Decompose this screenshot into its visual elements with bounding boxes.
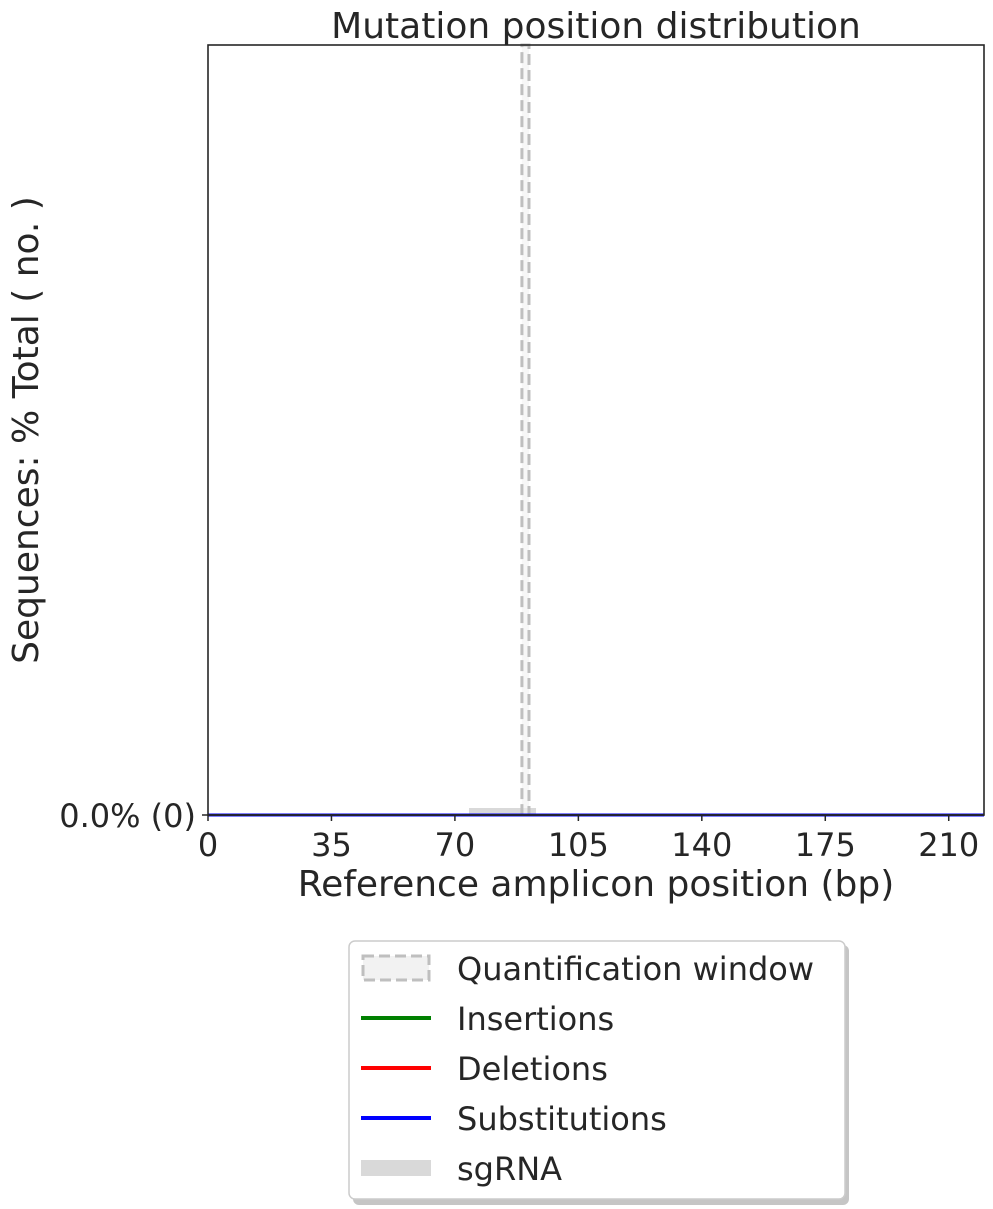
legend-swatch-window bbox=[361, 954, 431, 982]
legend-label: Insertions bbox=[457, 1000, 614, 1038]
x-tick-label: 140 bbox=[671, 826, 732, 864]
x-tick-label: 0 bbox=[198, 826, 218, 864]
legend-swatch-sgrna bbox=[361, 1160, 431, 1176]
y-tick-label: 0.0% (0) bbox=[59, 797, 196, 835]
x-tick-label: 70 bbox=[435, 826, 476, 864]
legend: Quantification window Insertions Deletions… bbox=[348, 940, 849, 1205]
x-axis-ticks: 0 35 70 105 140 175 210 bbox=[198, 815, 979, 864]
x-tick-label: 175 bbox=[795, 826, 856, 864]
legend-label: Quantification window bbox=[457, 950, 814, 988]
x-axis-label: Reference amplicon position (bp) bbox=[298, 864, 895, 905]
x-tick-label: 105 bbox=[548, 826, 609, 864]
chart-title: Mutation position distribution bbox=[331, 6, 861, 47]
y-axis-ticks: 0.0% (0) bbox=[59, 797, 208, 835]
y-axis-label: Sequences: % Total ( no. ) bbox=[6, 196, 47, 664]
legend-label: Deletions bbox=[457, 1050, 608, 1088]
plot-frame bbox=[207, 44, 985, 816]
legend-label: Substitutions bbox=[457, 1100, 667, 1138]
x-tick-label: 35 bbox=[311, 826, 352, 864]
legend-frame bbox=[348, 940, 846, 1200]
legend-label: sgRNA bbox=[457, 1150, 562, 1188]
x-tick-label: 210 bbox=[918, 826, 979, 864]
plot-area bbox=[207, 43, 985, 817]
sgrna-bar bbox=[469, 808, 537, 815]
quantification-window bbox=[520, 43, 531, 817]
